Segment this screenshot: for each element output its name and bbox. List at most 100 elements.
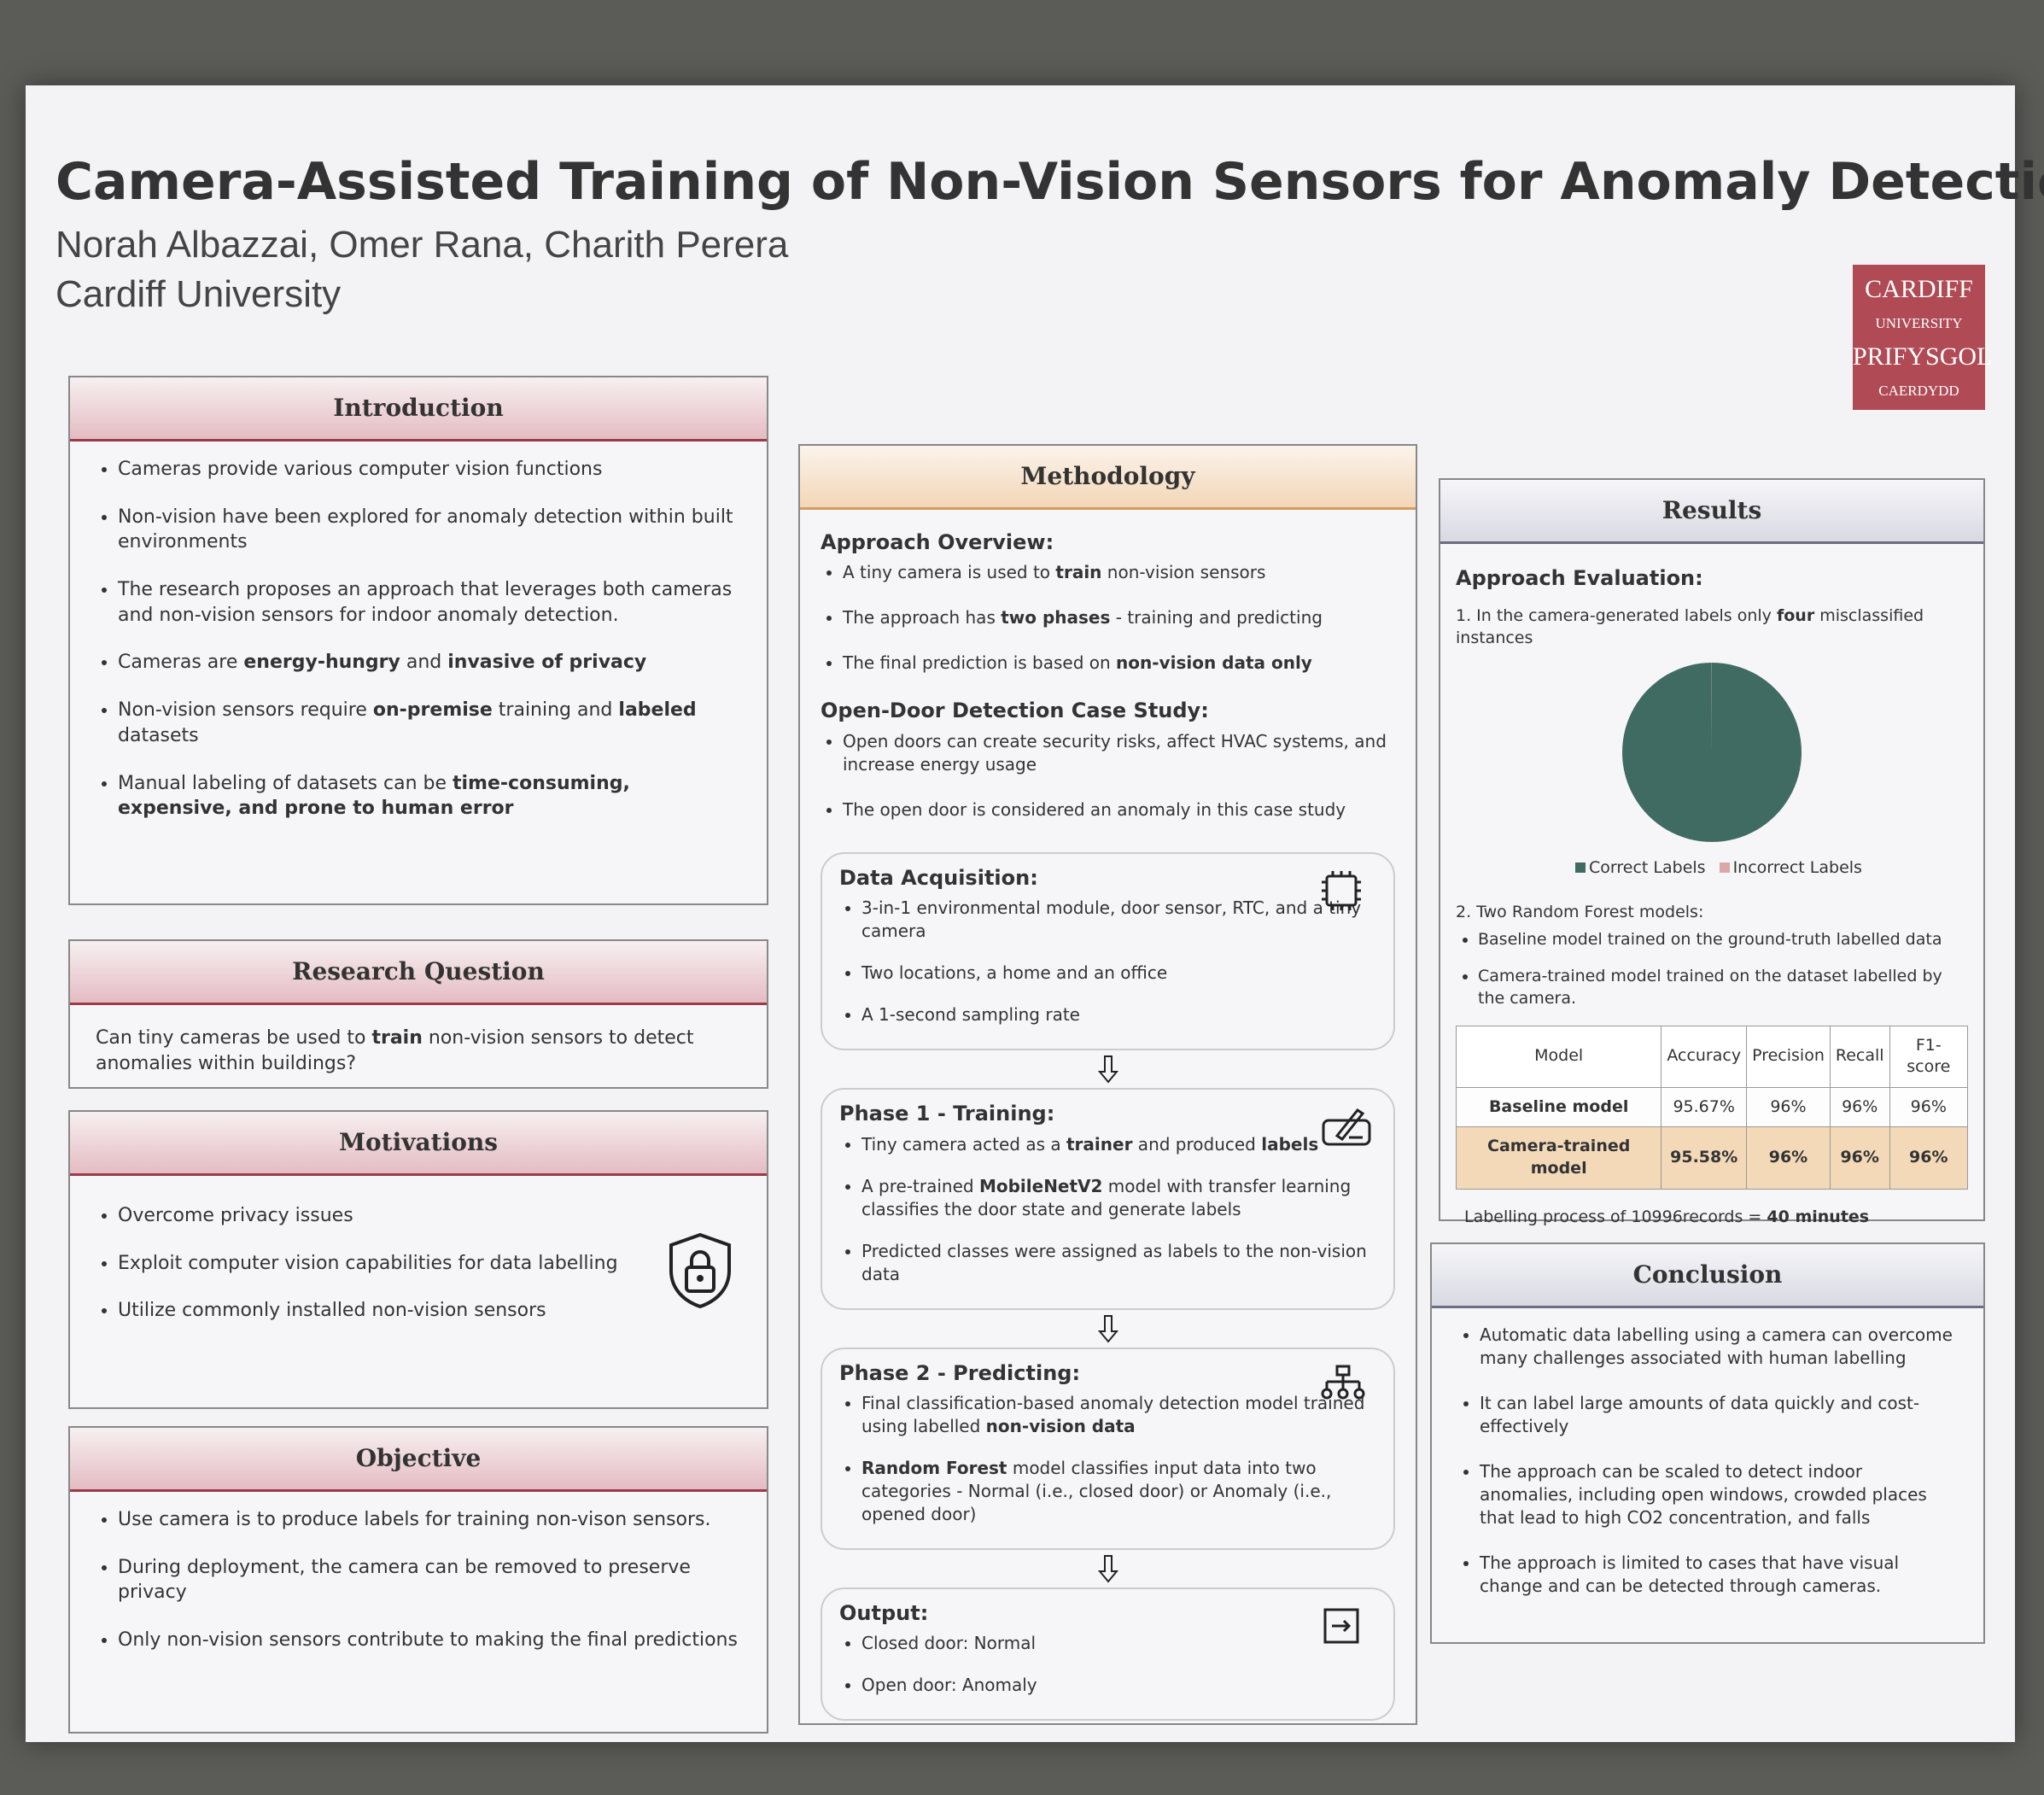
box-icon xyxy=(1322,870,1361,910)
bullet: Use camera is to produce labels for trai… xyxy=(118,1507,741,1533)
bullet: Camera-trained model trained on the data… xyxy=(1478,966,1968,1009)
text: misclassified instances xyxy=(1456,606,1924,648)
table-cell: 96% xyxy=(1829,1086,1890,1128)
text: training and xyxy=(492,699,619,722)
bullet: 3-in-1 environmental module, door sensor… xyxy=(861,897,1376,943)
bullet: Non-vision have been explored for anomal… xyxy=(118,505,741,555)
method-box: Data Acquisition: 3-in-1 environmental mo… xyxy=(821,851,1395,1051)
table-cell: 96% xyxy=(1746,1086,1831,1128)
arrow xyxy=(821,1550,1395,1587)
text: The approach is limited to cases that ha… xyxy=(1480,1552,1900,1596)
bold-text: invasive of privacy xyxy=(447,652,647,674)
header-cell: Recall xyxy=(1829,1025,1890,1088)
bullet-list: 3-in-1 environmental module, door sensor… xyxy=(839,897,1376,1026)
text: The open door is considered an anomaly i… xyxy=(843,798,1346,820)
table-cell: 96% xyxy=(1746,1126,1831,1190)
text: Can tiny cameras be used to xyxy=(96,1027,372,1049)
text: Exploit computer vision capabilities for… xyxy=(118,1252,618,1274)
bullet: Manual labeling of datasets can be time-… xyxy=(118,771,741,821)
icon xyxy=(1320,1605,1373,1655)
text: 3-in-1 environmental module, door sensor… xyxy=(861,898,1362,942)
bullet: A 1-second sampling rate xyxy=(861,1003,1376,1026)
bold-text: Random Forest xyxy=(861,1457,1007,1478)
logo-text: UNIVERSITY xyxy=(1875,314,1963,331)
text: The research proposes an approach that l… xyxy=(118,579,733,626)
bullet-list: Cameras provide various computer vision … xyxy=(96,457,741,821)
bullet: Baseline model trained on the ground-tru… xyxy=(1478,929,1968,951)
header-cell: Precision xyxy=(1746,1025,1831,1088)
bullet-list: A tiny camera is used to train non-visio… xyxy=(821,561,1395,675)
poster: Camera-Assisted Training of Non-Vision S… xyxy=(26,85,2044,1742)
box-title: Output: xyxy=(839,1600,929,1625)
text: non-vision sensors xyxy=(1101,562,1266,583)
table-row: Camera-trained model 95.58% 96% 96% 96% xyxy=(1455,1126,1969,1190)
text: Non-vision sensors require xyxy=(118,699,373,722)
bullet: Closed door: Normal xyxy=(861,1632,1376,1655)
objective: Objective Use camera is to produce labels… xyxy=(68,1426,768,1734)
text: Closed door: Normal xyxy=(861,1633,1037,1654)
section-heading: Methodology xyxy=(800,446,1416,510)
text: Non-vision have been explored for anomal… xyxy=(118,506,733,553)
arrow-icon xyxy=(1097,1314,1118,1343)
box-title: Data Acquisition: xyxy=(839,865,1038,890)
text: A pre-trained xyxy=(861,1175,979,1196)
text: Cameras provide various computer vision … xyxy=(118,459,603,480)
bullet-list: Open doors can create security risks, af… xyxy=(821,730,1395,821)
text: It can label large amounts of data quick… xyxy=(1480,1393,1920,1436)
bullet: During deployment, the camera can be rem… xyxy=(118,1555,741,1605)
pie-chart xyxy=(1622,662,1802,842)
text: Only non-vision sensors contribute to ma… xyxy=(118,1629,738,1652)
text: A 1-second sampling rate xyxy=(861,1004,1080,1026)
section-heading: Conclusion xyxy=(1432,1244,1983,1308)
motivations: Motivations Overcome privacy issues Exploi… xyxy=(68,1110,768,1409)
legend-label: Correct Labels xyxy=(1589,858,1706,878)
bold-text: 40 minutes xyxy=(1767,1207,1870,1226)
bullet: Cameras provide various computer vision … xyxy=(118,457,741,482)
bullet-list: Final classification-based anomaly detec… xyxy=(839,1392,1376,1526)
text: datasets xyxy=(118,724,199,746)
text: non-vision sensors to detect anomalies w… xyxy=(96,1027,694,1074)
box-title: Phase 2 - Predicting: xyxy=(839,1360,1081,1385)
bullet: The approach is limited to cases that ha… xyxy=(1480,1552,1958,1598)
lock-icon xyxy=(669,1232,731,1308)
icon xyxy=(1320,1365,1373,1415)
bullet: Random Forest model classifies input dat… xyxy=(861,1457,1376,1526)
text: The approach can be scaled to detect ind… xyxy=(1480,1461,1927,1528)
bullet-list: Tiny camera acted as a trainer and produ… xyxy=(839,1133,1376,1286)
logo: CARDIFF UNIVERSITY PRIFYSGOL CAERDYDD xyxy=(1853,265,1992,410)
legend-swatch xyxy=(1575,862,1586,874)
bullet: Open door: Anomaly xyxy=(861,1674,1376,1697)
method-box: Phase 2 - Predicting: Final classificatio… xyxy=(821,1347,1395,1550)
text: model classifies input data into two cat… xyxy=(861,1457,1332,1524)
bullet: Utilize commonly installed non-vision se… xyxy=(118,1298,741,1324)
affiliation: Cardiff University xyxy=(55,273,342,315)
bullet-list: Closed door: Normal Open door: Anomaly xyxy=(839,1632,1376,1697)
box-title: Phase 1 - Training: xyxy=(839,1102,1055,1126)
arrow xyxy=(821,1050,1395,1088)
bullet: Only non-vision sensors contribute to ma… xyxy=(118,1628,741,1653)
text: Camera-trained model trained on the data… xyxy=(1478,967,1942,1008)
text: The final prediction is based on xyxy=(843,652,1117,674)
result-item: 2. Two Random Forest models: xyxy=(1456,902,1704,921)
text: Cameras are xyxy=(118,652,244,674)
bullet: Automatic data labelling using a camera … xyxy=(1480,1324,1958,1370)
results: Results Approach Evaluation: 1. In the cam… xyxy=(1439,478,1985,1226)
bullet: The approach has two phases - training a… xyxy=(843,606,1395,629)
section-body: Overcome privacy issues Exploit computer … xyxy=(70,1176,767,1361)
section-heading: Objective xyxy=(70,1428,767,1492)
pie-wrap xyxy=(1456,658,1968,853)
paragraph: Can tiny cameras be used to train non-vi… xyxy=(96,1026,741,1076)
bullet: It can label large amounts of data quick… xyxy=(1480,1392,1958,1438)
table-header: Model Accuracy Precision Recall F1-score xyxy=(1455,1025,1969,1088)
box-icon xyxy=(1322,1108,1371,1146)
text: Open doors can create security risks, af… xyxy=(843,730,1387,775)
bold-text: two phases xyxy=(1001,607,1111,629)
text: and xyxy=(400,652,448,674)
table-cell: Camera-trained model xyxy=(1455,1126,1662,1190)
bullet: Exploit computer vision capabilities for… xyxy=(118,1251,741,1277)
bold-text: trainer xyxy=(1066,1133,1133,1155)
bold-text: non-vision data only xyxy=(1116,652,1312,674)
bullet: Final classification-based anomaly detec… xyxy=(861,1392,1376,1438)
section-heading: Motivations xyxy=(70,1112,767,1176)
bullet: Overcome privacy issues xyxy=(118,1203,741,1229)
